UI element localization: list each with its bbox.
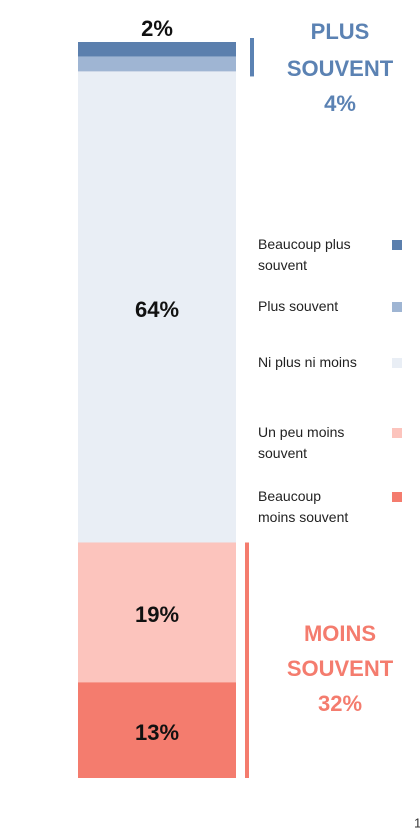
- group-annotation: SOUVENT: [287, 56, 394, 81]
- value-label: 64%: [135, 297, 179, 322]
- legend-swatch: [392, 302, 402, 312]
- legend-label: Beaucoup moins souvent: [258, 488, 349, 525]
- page-number: 1: [414, 815, 420, 830]
- legend-label: Un peu moins souvent: [258, 424, 345, 461]
- bar-segment: [78, 71, 236, 543]
- bar-segment: [78, 56, 236, 72]
- legend-swatch: [392, 358, 402, 368]
- value-label: 19%: [135, 602, 179, 627]
- group-annotation: SOUVENT: [287, 656, 394, 681]
- legend-swatch: [392, 428, 402, 438]
- legend-swatch: [392, 492, 402, 502]
- bar-segment: [78, 42, 236, 57]
- legend-label: Beaucoup plus souvent: [258, 236, 351, 273]
- value-label: 2%: [141, 16, 173, 41]
- legend-label: Plus souvent: [258, 298, 339, 314]
- bar-segment: [78, 682, 236, 778]
- bar-segment: [78, 542, 236, 683]
- legend-swatch: [392, 240, 402, 250]
- legend-label: Ni plus ni moins: [258, 354, 357, 370]
- group-annotation: MOINS: [304, 621, 376, 646]
- value-label: 13%: [135, 720, 179, 745]
- group-annotation: 32%: [318, 691, 362, 716]
- group-annotation: 4%: [324, 91, 356, 116]
- group-annotation: PLUS: [311, 19, 370, 44]
